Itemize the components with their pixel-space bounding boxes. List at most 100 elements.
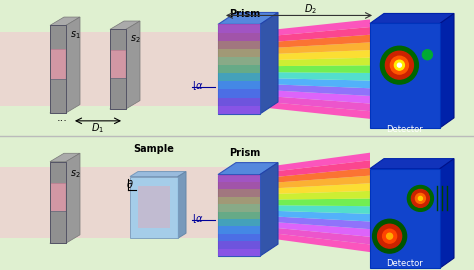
Text: Sample: Sample: [134, 144, 174, 154]
Text: $s_1$: $s_1$: [70, 29, 81, 41]
Polygon shape: [260, 96, 370, 111]
Bar: [110, 29, 126, 109]
Polygon shape: [260, 160, 370, 178]
Text: $\theta$: $\theta$: [126, 178, 134, 190]
Bar: [218, 182, 260, 189]
Bar: [218, 106, 260, 114]
Polygon shape: [260, 205, 370, 214]
Polygon shape: [260, 210, 370, 221]
Polygon shape: [260, 65, 370, 73]
Circle shape: [385, 51, 413, 79]
Text: Detector: Detector: [387, 125, 423, 134]
Polygon shape: [370, 159, 454, 168]
Text: Detector: Detector: [387, 259, 423, 268]
Circle shape: [415, 193, 425, 203]
Bar: [50, 25, 66, 113]
Polygon shape: [260, 72, 370, 81]
Text: $\lfloor\alpha$: $\lfloor\alpha$: [192, 212, 204, 225]
Text: $\lfloor\alpha$: $\lfloor\alpha$: [192, 79, 204, 92]
Bar: [218, 227, 260, 234]
Bar: [218, 81, 260, 89]
Text: $s_2$: $s_2$: [130, 33, 141, 45]
Text: $D_2$: $D_2$: [304, 2, 317, 16]
Polygon shape: [260, 176, 370, 189]
Bar: [0, 2, 474, 136]
Polygon shape: [260, 226, 370, 244]
Polygon shape: [260, 58, 370, 66]
Circle shape: [381, 46, 419, 84]
Bar: [218, 57, 260, 65]
Text: $s_2$: $s_2$: [70, 168, 81, 180]
Polygon shape: [260, 183, 370, 194]
Bar: [50, 162, 66, 243]
Polygon shape: [260, 35, 370, 49]
Bar: [110, 50, 126, 78]
Circle shape: [373, 219, 407, 253]
Bar: [218, 189, 260, 197]
Polygon shape: [66, 153, 80, 243]
Bar: [218, 174, 260, 256]
Bar: [110, 29, 126, 50]
Circle shape: [387, 233, 392, 239]
Bar: [218, 98, 260, 106]
Bar: [50, 184, 66, 211]
Text: Prism: Prism: [229, 148, 260, 158]
Polygon shape: [260, 101, 370, 119]
Polygon shape: [370, 14, 454, 23]
Polygon shape: [260, 163, 278, 256]
Bar: [50, 25, 66, 49]
Bar: [50, 211, 66, 243]
Circle shape: [397, 63, 401, 67]
Bar: [218, 219, 260, 227]
Bar: [218, 174, 260, 182]
Polygon shape: [110, 21, 140, 29]
Polygon shape: [260, 90, 370, 104]
Polygon shape: [260, 84, 370, 96]
Bar: [50, 162, 66, 184]
Bar: [218, 212, 260, 219]
Polygon shape: [126, 21, 140, 109]
Circle shape: [394, 60, 404, 70]
Bar: [370, 168, 440, 268]
Circle shape: [411, 190, 429, 207]
Polygon shape: [50, 17, 80, 25]
Bar: [218, 73, 260, 81]
Bar: [50, 49, 66, 79]
Bar: [50, 79, 66, 113]
Circle shape: [383, 229, 397, 243]
Polygon shape: [260, 78, 370, 88]
Circle shape: [391, 56, 409, 74]
Circle shape: [422, 50, 432, 60]
Text: Prism: Prism: [229, 9, 260, 19]
Polygon shape: [218, 163, 278, 174]
Bar: [218, 33, 260, 41]
Bar: [110, 78, 126, 109]
Polygon shape: [260, 221, 370, 237]
Polygon shape: [260, 153, 370, 173]
Bar: [218, 24, 260, 33]
Polygon shape: [260, 19, 370, 37]
Circle shape: [407, 185, 433, 211]
Polygon shape: [130, 171, 186, 177]
Polygon shape: [260, 27, 370, 43]
Polygon shape: [178, 171, 186, 238]
Bar: [218, 49, 260, 57]
Polygon shape: [260, 216, 370, 229]
Bar: [138, 187, 170, 228]
Polygon shape: [260, 42, 370, 55]
Polygon shape: [260, 168, 370, 184]
Bar: [218, 65, 260, 73]
Bar: [0, 32, 245, 106]
Polygon shape: [260, 232, 370, 252]
Text: $D_1$: $D_1$: [91, 121, 105, 134]
Polygon shape: [260, 12, 278, 114]
Text: ...: ...: [56, 113, 67, 123]
Bar: [0, 136, 474, 270]
Polygon shape: [50, 153, 80, 162]
Polygon shape: [260, 198, 370, 206]
Circle shape: [378, 224, 401, 248]
Polygon shape: [260, 191, 370, 200]
Polygon shape: [440, 14, 454, 128]
Bar: [218, 24, 260, 114]
Bar: [130, 177, 178, 238]
